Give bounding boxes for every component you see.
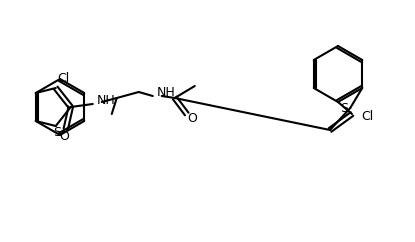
Text: NH: NH bbox=[97, 94, 115, 107]
Text: O: O bbox=[59, 130, 69, 144]
Text: Cl: Cl bbox=[361, 109, 373, 122]
Text: NH: NH bbox=[157, 86, 176, 99]
Text: O: O bbox=[187, 113, 197, 126]
Text: Cl: Cl bbox=[58, 71, 70, 84]
Text: S: S bbox=[53, 127, 61, 139]
Text: S: S bbox=[340, 101, 348, 114]
